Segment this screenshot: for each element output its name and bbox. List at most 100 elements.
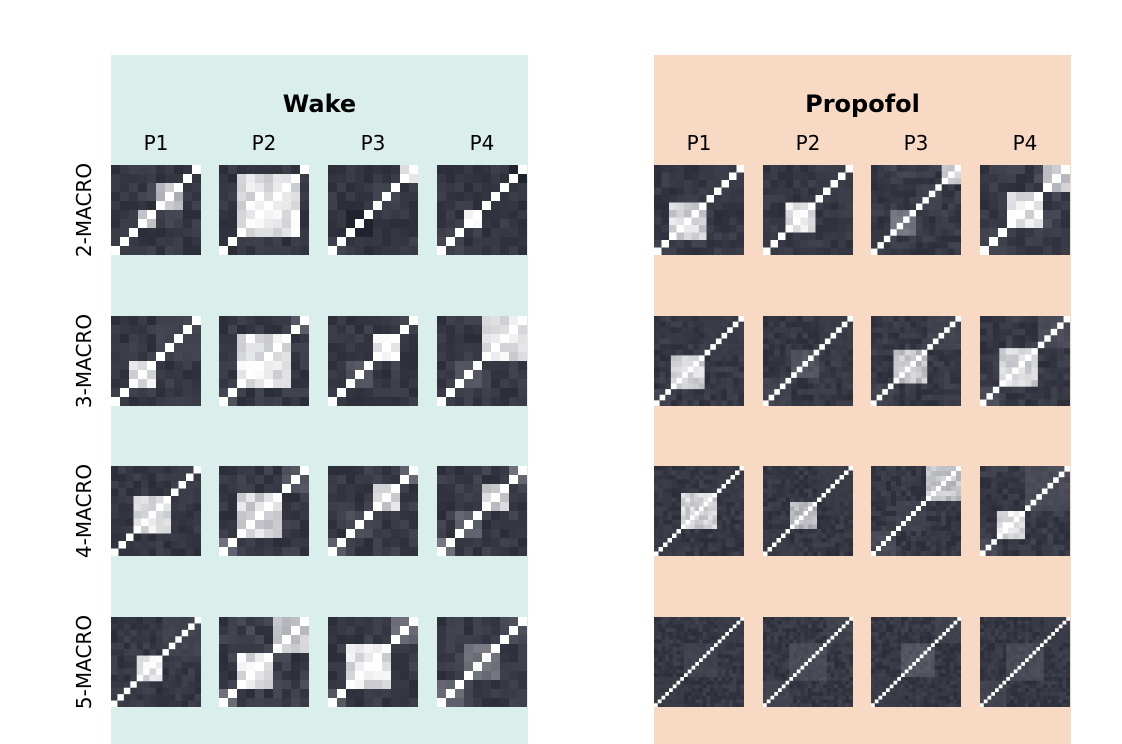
matrix-cell bbox=[1019, 505, 1026, 512]
matrix-cell bbox=[282, 246, 292, 255]
matrix-cell bbox=[654, 187, 662, 196]
matrix-cell bbox=[687, 344, 694, 351]
matrix-cell bbox=[931, 526, 937, 532]
matrix-cell bbox=[710, 617, 715, 622]
matrix-cell bbox=[839, 551, 845, 556]
matrix-cell bbox=[455, 370, 465, 380]
matrix-cell bbox=[409, 210, 418, 220]
matrix-cell bbox=[785, 511, 791, 516]
matrix-cell bbox=[725, 624, 730, 629]
matrix-cell bbox=[328, 662, 338, 672]
matrix-cell bbox=[482, 529, 492, 539]
matrix-cell bbox=[1031, 399, 1039, 406]
matrix-cell bbox=[687, 635, 692, 640]
matrix-cell bbox=[181, 617, 189, 624]
matrix-cell bbox=[1034, 174, 1044, 184]
matrix-cell bbox=[171, 496, 179, 504]
matrix-cell bbox=[887, 338, 894, 345]
matrix-cell bbox=[735, 542, 740, 548]
matrix-cell bbox=[147, 201, 157, 211]
matrix-cell bbox=[138, 316, 148, 326]
matrix-cell bbox=[732, 620, 737, 625]
matrix-cell bbox=[699, 165, 707, 173]
matrix-cell bbox=[300, 653, 309, 663]
matrix-cell bbox=[147, 219, 157, 229]
matrix-cell bbox=[916, 400, 922, 406]
matrix-cell bbox=[129, 183, 139, 193]
matrix-cell bbox=[129, 334, 139, 344]
matrix-cell bbox=[446, 653, 456, 663]
matrix-cell bbox=[228, 644, 238, 654]
matrix-cell bbox=[838, 225, 846, 233]
matrix-cell bbox=[676, 338, 683, 345]
matrix-cell bbox=[663, 470, 668, 476]
matrix-cell bbox=[228, 653, 238, 663]
matrix-cell bbox=[794, 493, 800, 498]
matrix-cell bbox=[980, 367, 987, 375]
matrix-cell bbox=[1052, 192, 1062, 202]
matrix-cell bbox=[808, 187, 816, 196]
matrix-cell bbox=[841, 383, 848, 390]
matrix-cell bbox=[980, 237, 990, 247]
matrix-cell bbox=[446, 662, 456, 672]
matrix-cell bbox=[904, 377, 911, 384]
matrix-cell bbox=[991, 494, 998, 501]
matrix-cell bbox=[693, 361, 700, 367]
matrix-cell bbox=[682, 321, 689, 328]
matrix-cell bbox=[935, 216, 943, 224]
matrix-cell bbox=[951, 526, 957, 532]
matrix-cell bbox=[111, 316, 121, 326]
matrix-cell bbox=[693, 344, 700, 351]
matrix-cell bbox=[391, 689, 401, 699]
matrix-cell bbox=[790, 475, 795, 480]
matrix-cell bbox=[373, 165, 383, 175]
matrix-cell bbox=[685, 511, 691, 516]
matrix-cell bbox=[509, 174, 519, 184]
matrix-cell bbox=[437, 192, 447, 202]
matrix-cell bbox=[999, 386, 1007, 394]
matrix-cell bbox=[703, 497, 709, 503]
matrix-cell bbox=[949, 344, 956, 351]
matrix-cell bbox=[455, 547, 465, 556]
matrix-cell bbox=[916, 248, 923, 255]
matrix-cell bbox=[665, 632, 670, 637]
matrix-cell bbox=[1025, 328, 1032, 336]
matrix-cell bbox=[658, 484, 664, 489]
propofol-col-label-p4: P4 bbox=[1012, 131, 1038, 155]
matrix-cell bbox=[300, 689, 309, 699]
matrix-cell bbox=[727, 321, 734, 328]
matrix-cell bbox=[282, 370, 292, 380]
matrix-cell bbox=[1058, 471, 1065, 478]
matrix-cell bbox=[661, 624, 666, 629]
matrix-cell bbox=[986, 373, 994, 381]
matrix-cell bbox=[776, 520, 782, 525]
matrix-cell bbox=[391, 626, 401, 636]
matrix-cell bbox=[730, 493, 736, 498]
matrix-cell bbox=[911, 466, 917, 472]
matrix-cell bbox=[763, 502, 768, 507]
matrix-cell bbox=[282, 698, 292, 707]
matrix-cell bbox=[1063, 354, 1070, 362]
matrix-cell bbox=[473, 502, 483, 512]
matrix-cell bbox=[143, 623, 150, 631]
matrix-cell bbox=[175, 694, 183, 701]
matrix-cell bbox=[790, 533, 795, 539]
matrix-cell bbox=[989, 174, 999, 184]
matrix-cell bbox=[658, 515, 664, 521]
matrix-cell bbox=[186, 511, 194, 519]
matrix-cell bbox=[691, 617, 696, 622]
matrix-cell bbox=[1013, 471, 1020, 478]
matrix-cell bbox=[712, 484, 718, 489]
matrix-cell bbox=[824, 383, 831, 390]
matrix-cell bbox=[1025, 477, 1031, 484]
matrix-cell bbox=[916, 355, 922, 362]
matrix-cell bbox=[715, 355, 722, 362]
matrix-propofol-5-macro-p1 bbox=[654, 617, 744, 707]
matrix-propofol-4-macro-p1 bbox=[654, 466, 744, 556]
matrix-cell bbox=[455, 626, 465, 636]
matrix-cell bbox=[1044, 316, 1052, 323]
matrix-cell bbox=[980, 316, 987, 323]
matrix-cell bbox=[886, 541, 892, 547]
matrix-cell bbox=[654, 502, 659, 507]
matrix-cell bbox=[364, 192, 374, 202]
